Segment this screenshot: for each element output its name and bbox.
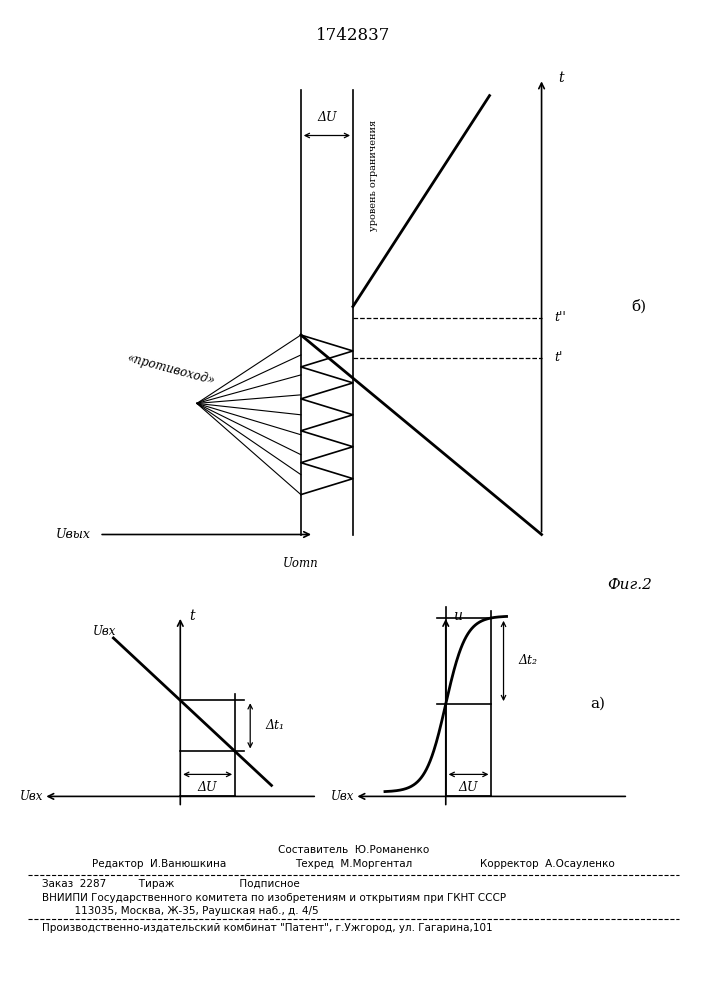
Text: Техред  М.Моргентал: Техред М.Моргентал (295, 859, 412, 869)
Text: ΔU: ΔU (198, 781, 217, 794)
Text: t': t' (554, 351, 563, 364)
Text: а): а) (590, 697, 605, 711)
Text: уровень ограничения: уровень ограничения (369, 120, 378, 231)
Text: Δt₁: Δt₁ (265, 719, 284, 732)
Text: t: t (559, 72, 564, 86)
Text: «противоход»: «противоход» (125, 351, 216, 387)
Text: Uотп: Uотп (283, 557, 319, 570)
Text: Фиг.2: Фиг.2 (607, 578, 652, 592)
Text: Редактор  И.Ванюшкина: Редактор И.Ванюшкина (92, 859, 226, 869)
Text: Корректор  А.Осауленко: Корректор А.Осауленко (480, 859, 615, 869)
Text: u: u (453, 609, 462, 623)
Text: ΔU: ΔU (459, 781, 479, 794)
Text: t: t (189, 609, 195, 623)
Text: Δt₂: Δt₂ (519, 654, 538, 667)
Text: Uвх: Uвх (331, 790, 354, 803)
Text: Uвх: Uвх (20, 790, 43, 803)
Text: Uвых: Uвых (56, 528, 90, 541)
Text: ВНИИПИ Государственного комитета по изобретениям и открытиям при ГКНТ СССР: ВНИИПИ Государственного комитета по изоб… (42, 893, 506, 903)
Text: ΔU: ΔU (317, 111, 337, 124)
Text: Производственно-издательский комбинат "Патент", г.Ужгород, ул. Гагарина,101: Производственно-издательский комбинат "П… (42, 923, 493, 933)
Text: 113035, Москва, Ж-35, Раушская наб., д. 4/5: 113035, Москва, Ж-35, Раушская наб., д. … (42, 906, 319, 916)
Text: Составитель  Ю.Романенко: Составитель Ю.Романенко (278, 845, 429, 855)
Text: б): б) (631, 299, 647, 314)
Text: Uвх: Uвх (93, 625, 116, 638)
Text: t'': t'' (554, 311, 566, 324)
Text: Заказ  2287          Тираж                    Подписное: Заказ 2287 Тираж Подписное (42, 879, 300, 889)
Text: 1742837: 1742837 (316, 27, 391, 44)
